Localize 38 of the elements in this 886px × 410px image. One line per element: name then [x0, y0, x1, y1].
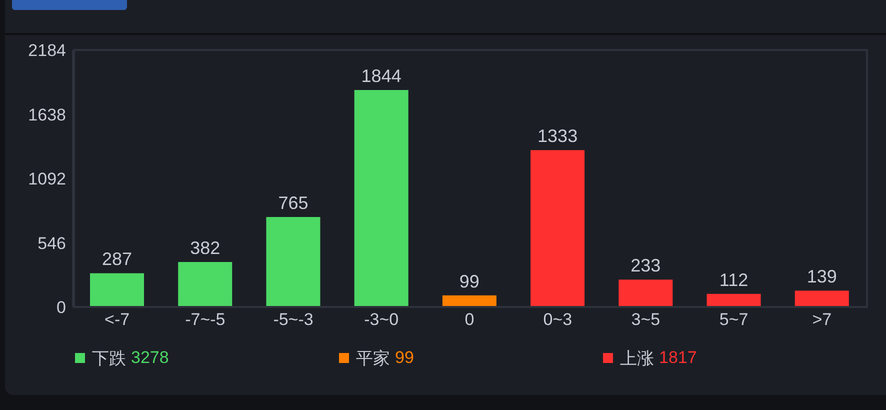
x-tick-label: 0: [464, 310, 474, 330]
text: 1817: [659, 348, 697, 368]
data-label: 112: [719, 270, 748, 290]
y-tick-label: 2184: [28, 41, 66, 60]
x-tick-label: -3~0: [364, 310, 399, 330]
x-tick-label: 5~7: [719, 310, 748, 330]
y-tick-label: 1092: [28, 170, 66, 189]
bar: [442, 295, 496, 307]
y-tick-label: 0: [56, 298, 66, 318]
text: 99: [395, 348, 414, 368]
x-tick-label: 3~5: [631, 310, 660, 330]
data-label: 233: [630, 256, 661, 276]
legend-label: 上涨: [620, 348, 654, 370]
data-label: 139: [806, 266, 837, 287]
y-tick-label: 546: [38, 234, 66, 253]
bar: [178, 262, 232, 307]
x-tick-label: 0~3: [543, 310, 572, 330]
data-label: 382: [190, 238, 220, 258]
legend-label: 平家: [356, 348, 390, 370]
y-tick-label: 1638: [28, 105, 66, 124]
text: 3278: [131, 348, 169, 368]
x-tick-label: >7: [812, 310, 832, 330]
bar: [794, 290, 849, 307]
x-tick-label: -5~-3: [273, 310, 314, 330]
bar: [706, 294, 761, 307]
bar: [530, 150, 585, 307]
data-label: 1844: [361, 66, 402, 86]
x-tick-label: -7~-5: [185, 310, 226, 330]
data-label: 1333: [538, 126, 578, 146]
data-label: 765: [278, 192, 308, 213]
bar: [354, 90, 408, 307]
data-label: 99: [459, 271, 480, 292]
legend-label: 下跌: [92, 348, 126, 370]
x-tick-label: <-7: [104, 310, 130, 330]
bar: [266, 216, 320, 307]
bar: [618, 280, 673, 307]
data-label: 287: [102, 249, 132, 270]
bar: [90, 273, 144, 307]
